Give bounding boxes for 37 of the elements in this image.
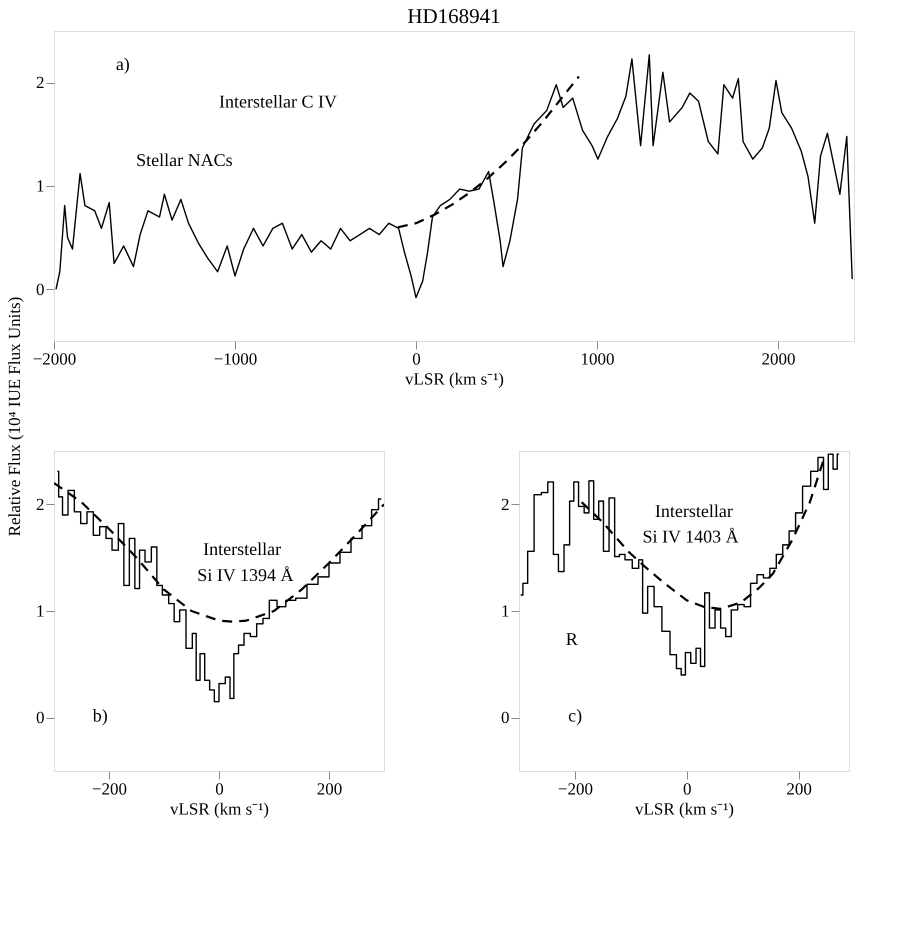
annotation: Si IV 1394 Å [197, 564, 294, 585]
y-tick-label: 1 [36, 602, 44, 620]
x-axis-title: vLSR (km s⁻¹) [635, 800, 734, 818]
x-axis-title: vLSR (km s⁻¹) [405, 370, 504, 388]
line-series [55, 54, 853, 298]
annotation: Interstellar [203, 539, 282, 560]
y-tick-label: 0 [501, 708, 510, 728]
x-tick-label: −1000 [214, 350, 258, 368]
y-tick-label: 2 [501, 494, 510, 514]
x-tick-label: 200 [786, 780, 812, 798]
annotation: Interstellar [654, 500, 733, 521]
annotation: R [566, 628, 578, 649]
annotation: Si IV 1403 Å [642, 526, 739, 546]
y-tick-label: 1 [36, 176, 44, 196]
chart-title: HD168941 [407, 4, 501, 28]
y-axis-title: Relative Flux (10⁴ IUE Flux Units) [5, 296, 24, 536]
y-tick-label: 1 [501, 602, 510, 620]
x-tick-label: 1000 [580, 350, 614, 368]
x-tick-label: 0 [683, 780, 692, 798]
x-tick-label: −2000 [32, 350, 76, 368]
x-axis-title: vLSR (km s⁻¹) [170, 800, 269, 818]
annotation: b) [92, 706, 108, 726]
annotation: a) [116, 54, 130, 74]
x-tick-label: 0 [412, 350, 421, 368]
x-tick-label: 2000 [761, 350, 796, 368]
x-tick-label: 200 [316, 780, 342, 798]
x-tick-label: 0 [215, 780, 224, 798]
y-tick-label: 0 [36, 708, 44, 728]
y-tick-label: 0 [36, 280, 44, 299]
line-series [396, 75, 580, 228]
x-tick-label: −200 [92, 780, 128, 798]
y-tick-label: 2 [36, 494, 44, 514]
annotation: Interstellar C IV [219, 91, 337, 112]
annotation: Stellar NACs [136, 150, 233, 170]
x-tick-label: −200 [558, 780, 593, 798]
y-tick-label: 2 [36, 73, 44, 92]
annotation: c) [568, 706, 582, 726]
